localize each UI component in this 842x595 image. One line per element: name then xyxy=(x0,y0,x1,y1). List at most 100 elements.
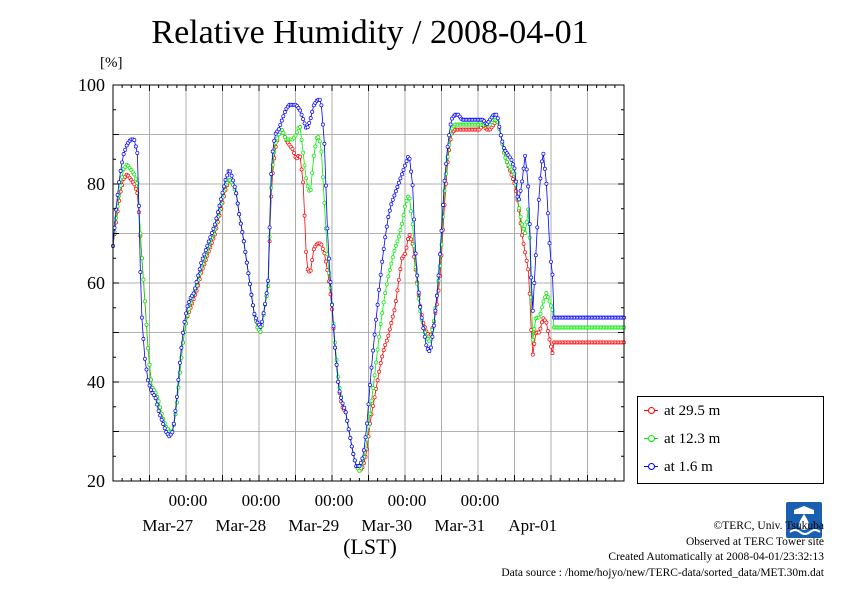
data-point xyxy=(503,155,508,160)
data-point xyxy=(319,242,324,247)
data-point xyxy=(361,448,366,453)
data-point xyxy=(377,334,382,339)
data-point xyxy=(299,137,304,142)
data-point xyxy=(120,175,125,180)
data-point xyxy=(539,159,544,164)
data-point xyxy=(177,360,182,365)
data-point xyxy=(407,196,412,201)
data-point xyxy=(400,221,404,226)
data-point xyxy=(217,203,222,208)
y-tick-label: 20 xyxy=(87,471,105,491)
data-point xyxy=(174,394,179,399)
data-point xyxy=(430,334,435,339)
data-point xyxy=(442,178,447,183)
data-point xyxy=(133,144,138,149)
data-point xyxy=(304,176,309,181)
chart-title: Relative Humidity / 2008-04-01 xyxy=(151,14,589,51)
data-point xyxy=(409,237,414,242)
data-point xyxy=(523,153,528,158)
data-point xyxy=(368,383,372,387)
data-point xyxy=(142,299,147,304)
data-point xyxy=(136,203,141,208)
data-point xyxy=(264,291,269,296)
data-point xyxy=(132,138,137,143)
data-point xyxy=(298,125,303,129)
data-point xyxy=(258,329,263,334)
data-point xyxy=(152,393,157,398)
data-point xyxy=(118,183,123,188)
data-point xyxy=(158,413,163,418)
data-point xyxy=(302,121,307,126)
legend-marker-green xyxy=(644,432,658,446)
data-point xyxy=(149,387,153,392)
data-point xyxy=(380,259,385,264)
data-point xyxy=(404,159,409,164)
data-point xyxy=(383,235,388,240)
data-point xyxy=(378,361,383,366)
data-point xyxy=(395,185,400,189)
data-point xyxy=(374,317,379,322)
data-point xyxy=(445,144,450,149)
data-point xyxy=(243,249,248,254)
data-point xyxy=(389,261,394,266)
data-point xyxy=(170,430,175,435)
data-point xyxy=(349,444,354,449)
legend-item-12-3m: at 12.3 m xyxy=(644,428,720,450)
data-point xyxy=(403,252,407,256)
data-point xyxy=(501,146,506,150)
data-point xyxy=(310,109,315,114)
data-point xyxy=(158,405,163,410)
data-point xyxy=(442,188,447,193)
data-point xyxy=(403,204,407,209)
data-point xyxy=(298,154,303,159)
data-point xyxy=(392,248,397,253)
data-point xyxy=(550,351,555,356)
data-point xyxy=(138,270,143,275)
data-point xyxy=(320,246,325,251)
data-point xyxy=(181,330,185,335)
data-point xyxy=(317,139,322,144)
data-point xyxy=(139,315,144,320)
data-point xyxy=(144,322,149,327)
legend-label: at 12.3 m xyxy=(664,430,721,447)
data-point xyxy=(301,180,306,185)
data-point xyxy=(267,225,272,230)
data-point xyxy=(544,320,549,325)
data-point xyxy=(536,330,541,335)
data-point xyxy=(434,293,439,298)
data-point xyxy=(419,315,424,320)
y-tick-label: 40 xyxy=(87,372,105,392)
data-point xyxy=(319,103,324,108)
y-tick-label: 80 xyxy=(87,174,105,194)
data-point xyxy=(339,395,344,400)
data-point xyxy=(381,300,386,305)
data-point xyxy=(441,203,445,207)
data-point xyxy=(395,239,400,244)
x-tick-date-label: Mar-28 xyxy=(215,516,266,535)
data-point xyxy=(232,184,237,189)
data-point xyxy=(401,167,406,172)
data-point xyxy=(261,311,266,316)
data-point xyxy=(369,365,374,370)
data-point xyxy=(328,280,333,285)
data-point xyxy=(377,287,382,292)
data-point xyxy=(395,288,400,293)
data-point xyxy=(383,291,388,295)
data-point xyxy=(366,424,371,429)
data-point xyxy=(270,149,275,154)
data-point xyxy=(521,241,526,246)
data-point xyxy=(444,161,449,166)
x-tick-date-label: Mar-31 xyxy=(434,516,485,535)
legend: at 29.5 m at 12.3 m at 1.6 m xyxy=(637,396,824,484)
data-point xyxy=(146,378,150,383)
data-point xyxy=(135,150,140,155)
data-point xyxy=(187,300,191,304)
data-point xyxy=(439,228,444,233)
data-point xyxy=(185,304,190,309)
data-point xyxy=(520,179,525,184)
data-point xyxy=(538,311,543,316)
data-point xyxy=(278,122,283,127)
data-point xyxy=(348,435,353,440)
data-point xyxy=(225,173,230,178)
data-point xyxy=(173,408,178,413)
